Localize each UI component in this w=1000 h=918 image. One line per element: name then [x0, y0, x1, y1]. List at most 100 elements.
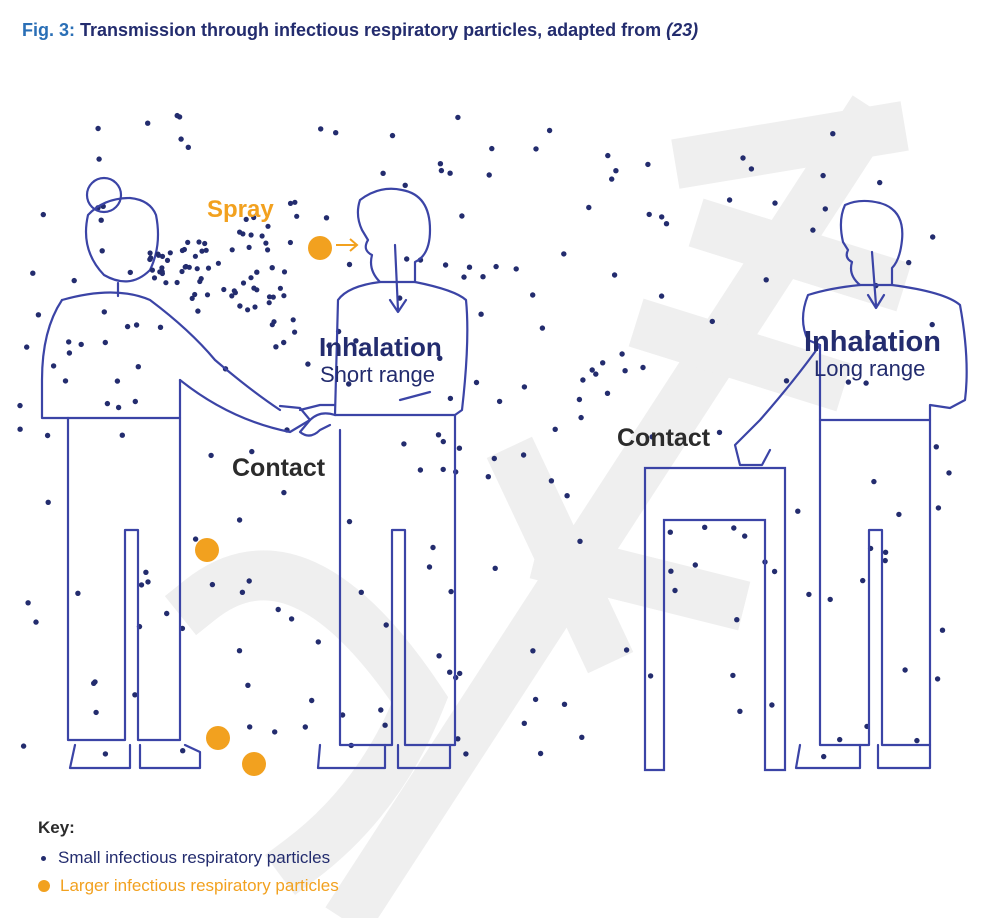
small-particle	[25, 600, 31, 606]
small-particle	[578, 414, 584, 421]
spray-particle	[194, 266, 200, 272]
small-particle	[456, 445, 463, 451]
small-particle	[62, 378, 69, 384]
small-particle	[589, 367, 595, 373]
small-particle	[576, 396, 583, 403]
small-particle	[17, 402, 23, 409]
small-particle	[613, 168, 619, 174]
small-particle	[273, 344, 279, 350]
small-particle	[333, 130, 339, 136]
small-particle	[208, 452, 214, 459]
small-particle	[830, 131, 836, 137]
small-particle	[447, 669, 453, 675]
small-particle	[772, 200, 778, 206]
spray-particle	[163, 280, 169, 286]
spray-particle	[292, 329, 298, 335]
spray-particle	[202, 240, 208, 247]
small-particle	[127, 269, 133, 276]
spray-particle	[182, 264, 188, 270]
small-particle	[45, 499, 51, 505]
small-particle	[318, 126, 324, 132]
small-particle	[440, 438, 446, 445]
draft-watermark	[164, 95, 912, 918]
small-particle	[35, 312, 42, 318]
small-particle	[95, 125, 101, 132]
small-particle	[138, 582, 145, 588]
small-particle	[737, 708, 743, 714]
small-particle	[115, 404, 122, 411]
small-particle	[102, 339, 109, 346]
small-particle	[946, 470, 952, 476]
small-particle	[552, 426, 558, 432]
small-particle	[101, 309, 108, 315]
small-particle	[78, 341, 84, 348]
spray-particle	[221, 286, 227, 293]
figure-label: Fig. 3:	[22, 20, 75, 40]
small-particle	[771, 568, 778, 575]
spray-particle	[192, 253, 198, 259]
small-particle	[611, 272, 618, 278]
spray-particle	[292, 199, 298, 205]
spray-particle	[229, 293, 235, 299]
small-particle	[663, 221, 670, 227]
spray-particle	[205, 265, 212, 271]
small-particle	[245, 682, 251, 688]
figure-title: Fig. 3: Transmission through infectious …	[22, 20, 698, 41]
small-particle	[795, 508, 801, 514]
small-particle	[353, 338, 359, 344]
small-particle	[209, 581, 216, 588]
small-particle	[195, 308, 201, 314]
small-particle	[378, 707, 384, 713]
small-particle	[896, 511, 902, 518]
small-particle	[401, 441, 407, 447]
spray-particle	[155, 251, 161, 257]
small-particle	[902, 667, 908, 673]
small-particle	[647, 673, 654, 679]
small-particle	[96, 156, 102, 162]
small-particle	[730, 672, 736, 679]
small-particle	[404, 256, 410, 262]
spray-particle	[204, 292, 211, 298]
spray-particle	[174, 279, 180, 286]
small-particle	[726, 197, 733, 203]
small-particle	[438, 167, 445, 174]
small-particle	[91, 680, 97, 686]
spray-particle	[277, 285, 283, 291]
small-particle	[281, 339, 287, 346]
small-particle	[580, 377, 586, 383]
small-particle	[521, 720, 527, 726]
small-particle	[180, 748, 186, 754]
small-particle	[930, 234, 936, 240]
spray-particle	[240, 231, 246, 237]
small-particle	[577, 538, 583, 544]
small-particle	[302, 724, 308, 730]
small-particle	[740, 155, 746, 161]
spray-particle	[189, 295, 195, 301]
spray-particle	[159, 265, 165, 271]
small-particle	[605, 152, 611, 159]
small-particle	[939, 627, 946, 633]
small-particle	[845, 379, 852, 385]
small-particle	[640, 364, 646, 371]
small-particle	[124, 323, 131, 330]
small-particle	[810, 227, 816, 233]
small-particle	[346, 381, 352, 387]
small-particle	[33, 619, 39, 625]
small-particles	[17, 112, 952, 760]
small-particle	[646, 211, 652, 218]
small-particle	[440, 466, 446, 473]
small-particle	[346, 261, 353, 268]
inhalation-long-label: Inhalation	[804, 326, 941, 358]
small-particle	[480, 274, 486, 280]
small-particle	[837, 736, 843, 743]
short-range-label: Short range	[320, 362, 435, 387]
small-particle	[102, 751, 109, 757]
large-dot-icon	[38, 880, 50, 892]
small-particle	[532, 696, 539, 703]
spray-particle	[266, 294, 273, 300]
small-particle	[763, 277, 769, 283]
small-particle	[236, 648, 243, 654]
small-particle	[305, 361, 311, 367]
small-particle	[783, 378, 790, 384]
small-particle	[934, 676, 941, 682]
